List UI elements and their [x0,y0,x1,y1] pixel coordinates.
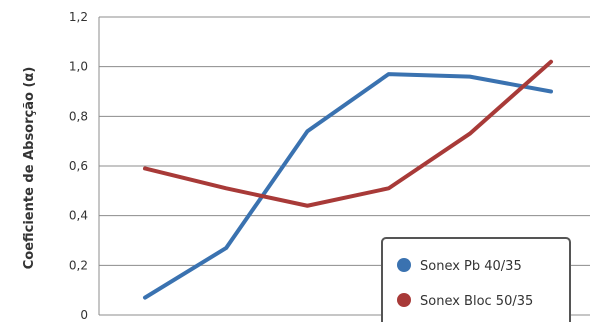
legend-label-series-2: Sonex Bloc 50/35 [420,294,533,309]
legend-marker-series-2 [397,293,411,307]
y-tick-label: 0,6 [69,159,88,173]
series-line-2 [143,59,553,208]
y-tick-label: 0,8 [69,109,88,123]
legend: Sonex Pb 40/35 Sonex Bloc 50/35 [381,237,571,322]
y-tick-label: 1,0 [69,60,88,74]
legend-box [381,237,571,322]
y-tick-label: 1,2 [69,10,88,24]
legend-label-series-1: Sonex Pb 40/35 [420,259,522,274]
y-tick-label: 0 [80,308,88,322]
y-tick-label: 0,4 [69,209,88,223]
series-lines [143,59,553,300]
series-line-1 [143,72,553,300]
y-axis-label: Coeficiente de Absorção (α) [22,67,37,270]
gridlines [98,16,590,316]
y-tick-label: 0,2 [69,258,88,272]
y-tick-labels: 0 0,2 0,4 0,6 0,8 1,0 1,2 [69,10,88,322]
legend-marker-series-1 [397,258,411,272]
